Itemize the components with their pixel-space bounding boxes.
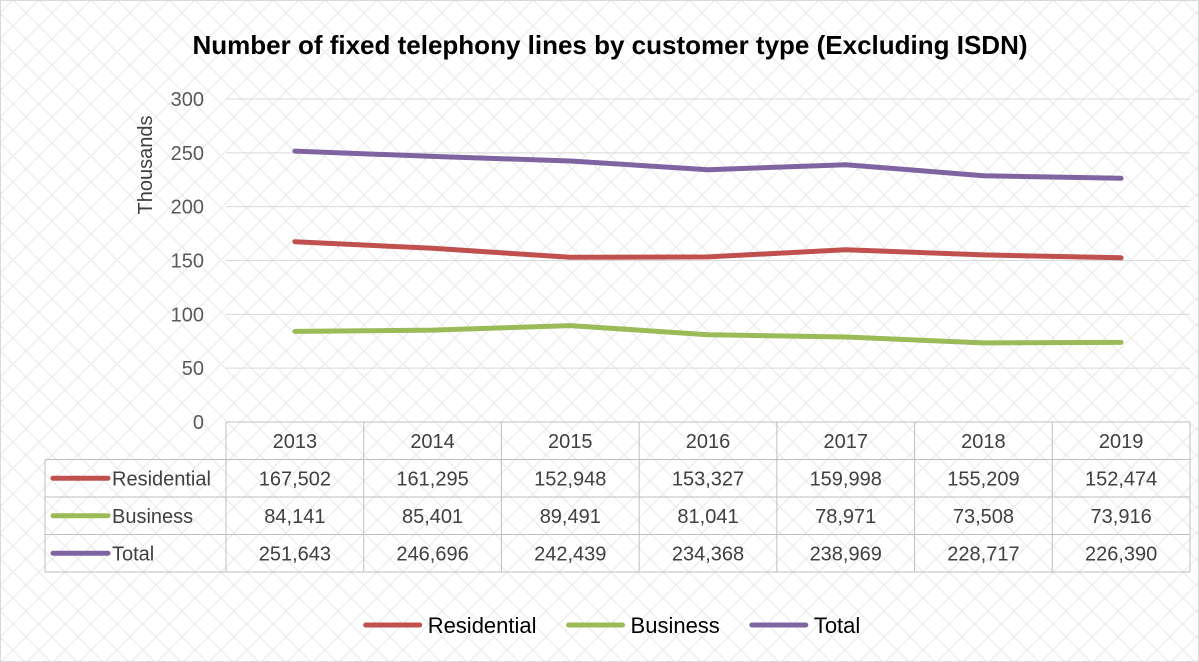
data-label: 89,491 [540,506,601,528]
x-tick-label: 2013 [273,431,318,453]
x-tick-label: 2019 [1099,431,1144,453]
x-tick-label: 2016 [686,431,731,453]
data-label: 85,401 [402,506,463,528]
data-label: 228,717 [947,543,1019,565]
y-tick-label: 300 [171,89,204,111]
grid-lines [226,98,1190,369]
data-label: 167,502 [259,468,331,490]
y-tick-label: 0 [193,412,204,434]
table-series-name: Total [112,543,154,565]
data-label: 226,390 [1085,543,1157,565]
data-label: 155,209 [947,468,1019,490]
data-label: 161,295 [396,468,468,490]
data-label: 78,971 [815,506,876,528]
data-label: 84,141 [264,506,325,528]
y-tick-label: 150 [171,251,204,273]
data-label: 152,948 [534,468,606,490]
data-label: 242,439 [534,543,606,565]
table-series-name: Business [112,506,193,528]
y-tick-label: 200 [171,197,204,219]
table-series-name: Residential [112,468,211,490]
y-tick-label: 250 [171,143,204,165]
y-tick-label: 100 [171,304,204,326]
data-label: 234,368 [672,543,744,565]
data-label: 73,508 [953,506,1014,528]
series-lines [292,148,1124,346]
y-tick-label: 50 [182,358,204,380]
data-table: 2013 2014 2015 2016 2017 2018 2019 Residential 1… [44,421,1191,573]
legend-label: Total [814,613,860,638]
data-label: 159,998 [810,468,882,490]
series-line-residential [292,239,1124,261]
data-label: 246,696 [396,543,468,565]
data-label: 238,969 [810,543,882,565]
series-line-total [292,148,1124,181]
x-tick-label: 2017 [823,431,868,453]
y-axis-label: Thousands [135,116,157,215]
chart-title: Number of fixed telephony lines by custo… [192,30,1027,60]
x-tick-label: 2018 [961,431,1006,453]
legend-label: Business [631,613,720,638]
data-label: 251,643 [259,543,331,565]
data-label: 152,474 [1085,468,1157,490]
data-label: 81,041 [677,506,738,528]
data-label: 73,916 [1091,506,1152,528]
series-line-business [292,323,1124,346]
data-label: 153,327 [672,468,744,490]
legend: Residential Business Total [363,613,860,638]
x-tick-label: 2014 [410,431,455,453]
x-tick-label: 2015 [548,431,593,453]
y-axis-ticks: 0 50 100 150 200 250 300 [171,89,204,434]
legend-label: Residential [428,613,537,638]
